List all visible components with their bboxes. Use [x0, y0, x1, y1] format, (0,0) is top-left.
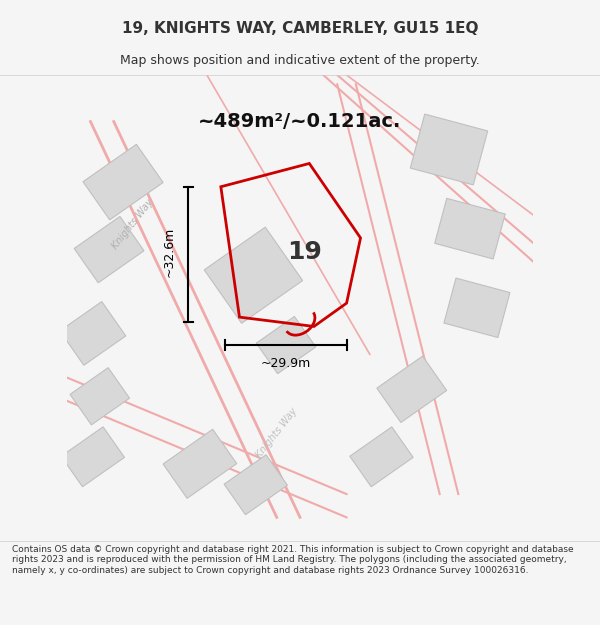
Text: ~32.6m: ~32.6m	[163, 227, 176, 277]
Text: Knights Way: Knights Way	[254, 407, 299, 461]
Polygon shape	[256, 316, 316, 374]
Text: Knights Way: Knights Way	[110, 197, 155, 251]
Polygon shape	[83, 144, 163, 220]
Polygon shape	[60, 302, 126, 365]
Text: ~489m²/~0.121ac.: ~489m²/~0.121ac.	[199, 112, 401, 131]
Polygon shape	[444, 278, 510, 338]
Text: Contains OS data © Crown copyright and database right 2021. This information is : Contains OS data © Crown copyright and d…	[12, 545, 574, 574]
Text: 19: 19	[287, 240, 322, 264]
Polygon shape	[410, 114, 488, 185]
Text: ~29.9m: ~29.9m	[261, 357, 311, 370]
Polygon shape	[377, 356, 446, 422]
Polygon shape	[163, 429, 237, 498]
Polygon shape	[61, 427, 124, 487]
Polygon shape	[74, 216, 144, 282]
Polygon shape	[224, 455, 287, 515]
Polygon shape	[70, 368, 130, 425]
Text: Map shows position and indicative extent of the property.: Map shows position and indicative extent…	[120, 54, 480, 67]
Text: 19, KNIGHTS WAY, CAMBERLEY, GU15 1EQ: 19, KNIGHTS WAY, CAMBERLEY, GU15 1EQ	[122, 21, 478, 36]
Polygon shape	[204, 227, 302, 323]
Polygon shape	[350, 427, 413, 487]
Polygon shape	[434, 198, 505, 259]
